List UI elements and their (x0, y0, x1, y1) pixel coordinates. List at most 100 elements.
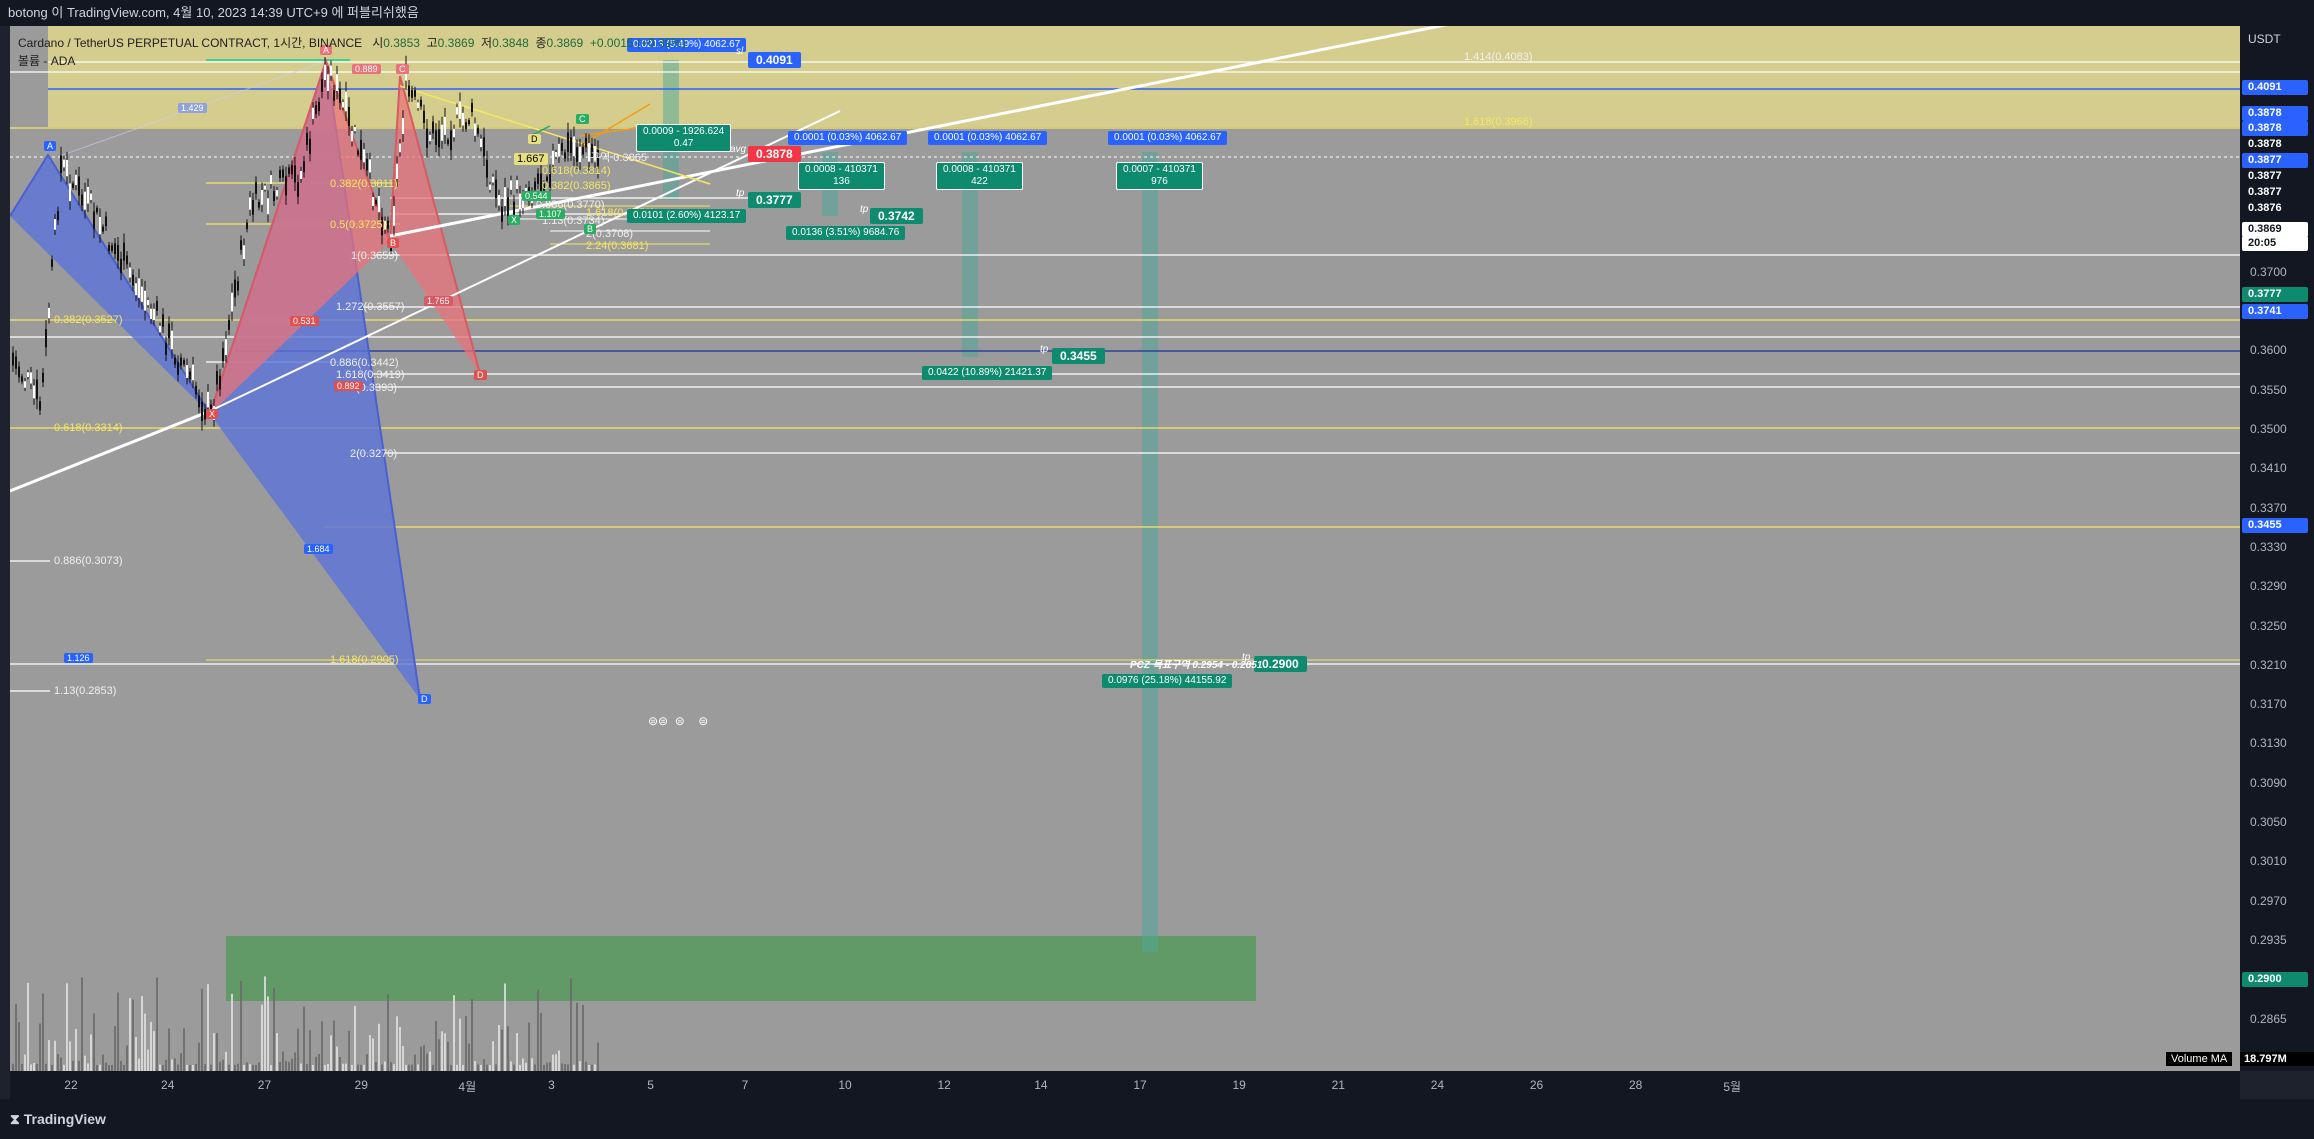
price-label[interactable]: 0.2900 (2242, 972, 2308, 987)
volume-bar (462, 1064, 464, 1071)
price-label[interactable]: 0.3777 (2242, 287, 2308, 302)
candle-body (255, 182, 257, 194)
tp4-info-box[interactable]: 0.0976 (25.18%) 44155.92 (1102, 674, 1233, 688)
volume-bar (114, 1026, 116, 1071)
volume-bar (27, 982, 29, 1071)
volume-bar (66, 983, 68, 1071)
candle-body (120, 258, 122, 273)
candle-body (564, 152, 566, 159)
candle-body (240, 240, 242, 250)
volume-legend[interactable]: 볼륨 - ADA (18, 54, 76, 68)
candle-body (459, 101, 461, 119)
candle-body (51, 259, 53, 267)
price-label[interactable]: 0.3877 (2242, 153, 2308, 168)
us-flag-icon[interactable]: ⊜ (698, 714, 709, 728)
volume-bar (129, 998, 131, 1071)
tp3-price-tag[interactable]: 0.3455 (1052, 348, 1105, 364)
price-label[interactable]: 20:05 (2242, 236, 2308, 251)
candle-body (225, 339, 227, 355)
candle-body (186, 365, 188, 378)
volume-bar (225, 1051, 227, 1071)
point-x: X (206, 409, 219, 419)
candle-body (360, 139, 362, 160)
sl-info-box[interactable]: 0.0213 (5.49%) 4062.67 (627, 38, 747, 52)
price-label[interactable]: 0.4091 (2242, 80, 2308, 95)
price-tick: 0.3170 (2250, 697, 2287, 712)
us-flag-icon[interactable]: ⊜ (674, 714, 685, 728)
info-box-c[interactable]: 0.0001 (0.03%) 4062.67 (1108, 131, 1228, 145)
sl-price-tag[interactable]: 0.4091 (748, 52, 801, 68)
info-box-a[interactable]: 0.0001 (0.03%) 4062.67 (788, 131, 908, 145)
price-label[interactable]: 0.3878 (2242, 121, 2308, 136)
chart-drawing (10, 26, 2240, 1071)
volume-bar (63, 1064, 65, 1071)
candle-body (282, 169, 284, 178)
point-d-blue: D (418, 694, 431, 704)
tp3-label: tp (1040, 344, 1049, 355)
candle-body (492, 176, 494, 183)
volume-bar (69, 1041, 71, 1071)
volume-bar (33, 1063, 35, 1071)
volume-bar (48, 1039, 50, 1071)
volume-bar (399, 1027, 401, 1071)
price-label[interactable]: 0.3741 (2242, 304, 2308, 319)
volume-bar (162, 1064, 164, 1071)
tp2-info-box[interactable]: 0.0136 (3.51%) 9684.76 (786, 226, 906, 240)
event-flags[interactable]: ⊜⊜ ⊜ ⊜ (648, 714, 708, 728)
volume-bar (189, 1064, 191, 1071)
info-box-b[interactable]: 0.0001 (0.03%) 4062.67 (928, 131, 1048, 145)
price-label[interactable]: 0.3878 (2242, 106, 2308, 121)
price-label[interactable]: 0.3878 (2242, 137, 2308, 152)
tp2-price-tag[interactable]: 0.3742 (870, 208, 923, 224)
candle-body (597, 149, 599, 169)
volume-bar (18, 1022, 20, 1071)
candle-body (462, 112, 464, 126)
candle-body (30, 372, 32, 384)
candle-body (33, 385, 35, 399)
position-bar-4 (1142, 152, 1158, 952)
price-label[interactable]: 0.3876 (2242, 201, 2308, 216)
candle-body (318, 102, 320, 112)
candle-body (522, 195, 524, 209)
time-tick: 3 (548, 1078, 555, 1092)
volume-bar (123, 1064, 125, 1071)
volume-bar (99, 1064, 101, 1071)
publish-title: botong 이 TradingView.com, 4월 10, 2023 14… (8, 5, 419, 20)
candle-body (159, 325, 161, 333)
candle-body (264, 185, 266, 190)
candle-body (21, 376, 23, 382)
position-box-2[interactable]: 0.0008 - 410371 136 (798, 162, 885, 190)
candle-body (60, 155, 62, 173)
tradingview-logo[interactable]: ⧗ TradingView (10, 1111, 106, 1127)
tp4-price-tag[interactable]: 0.2900 (1254, 656, 1307, 672)
price-label[interactable]: 0.3455 (2242, 518, 2308, 533)
price-label[interactable]: 0.3869 (2242, 222, 2308, 237)
candle-body (69, 183, 71, 202)
position-box-4[interactable]: 0.0007 - 410371 976 (1116, 162, 1203, 190)
volume-bar (57, 1054, 59, 1071)
price-label[interactable]: 0.3877 (2242, 185, 2308, 200)
price-label[interactable]: 0.3877 (2242, 169, 2308, 184)
avg-price-tag[interactable]: 0.3878 (748, 146, 801, 162)
low-value: 0.3848 (492, 36, 529, 50)
time-axis[interactable]: 22 24 27 29 4월 3 5 7 10 12 14 17 19 21 24 26 28 5월 (10, 1071, 2240, 1099)
volume-bar (441, 1031, 443, 1071)
volume-bar (543, 1064, 545, 1071)
price-axis[interactable]: USDT 0.38000.37500.37000.36500.36000.355… (2240, 26, 2314, 1071)
candle-body (456, 107, 458, 115)
candle-body (402, 118, 404, 135)
volume-ma-value: 18.797M (2240, 1052, 2314, 1066)
chart-pane[interactable]: 1.414(0.4083) 1.618(0.3966) 0.382(0.3527… (10, 26, 2240, 1071)
symbol-legend[interactable]: Cardano / TetherUS PERPETUAL CONTRACT, 1… (18, 36, 686, 50)
volume-bars (12, 976, 599, 1071)
position-box-1[interactable]: 0.0009 - 1926.624 0.47 (636, 124, 732, 152)
volume-bar (417, 1064, 419, 1071)
us-flag-icon[interactable]: ⊜⊜ (648, 714, 669, 728)
tp1-info-box[interactable]: 0.0101 (2.60%) 4123.17 (627, 209, 747, 223)
volume-bar (459, 1018, 461, 1071)
tp3-info-box[interactable]: 0.0422 (10.89%) 21421.37 (922, 366, 1053, 380)
volume-bar (264, 976, 266, 1071)
position-box-3[interactable]: 0.0008 - 410371 422 (936, 162, 1023, 190)
tp1-price-tag[interactable]: 0.3777 (748, 192, 801, 208)
volume-bar (261, 1004, 263, 1071)
